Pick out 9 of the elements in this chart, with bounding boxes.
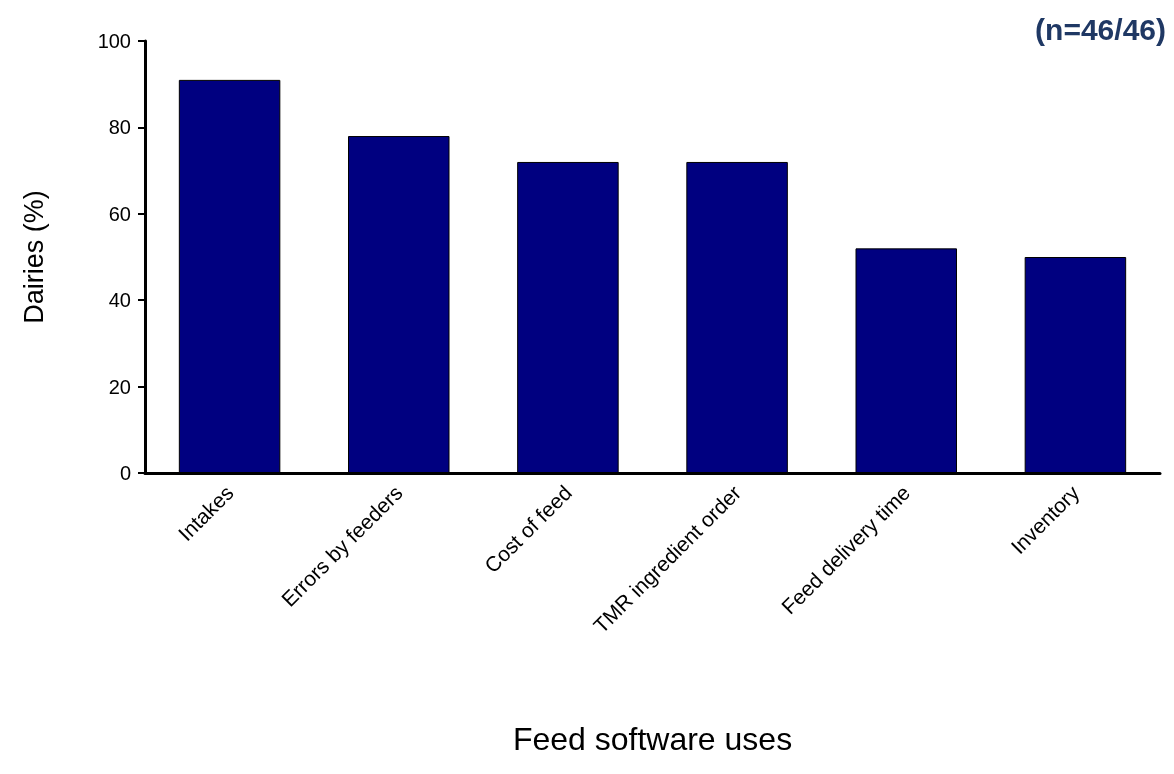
- y-axis-title: Dairies (%): [18, 190, 49, 324]
- y-tick-label: 80: [108, 116, 131, 139]
- x-axis-title: Feed software uses: [512, 721, 793, 757]
- y-tick-label: 100: [97, 30, 131, 52]
- y-tick-label: 60: [108, 202, 131, 225]
- y-tick-label: 20: [108, 375, 131, 398]
- y-tick-label: 40: [108, 289, 131, 312]
- annotation: (n=46/46): [1035, 12, 1167, 46]
- y-tick-label: 0: [119, 462, 131, 484]
